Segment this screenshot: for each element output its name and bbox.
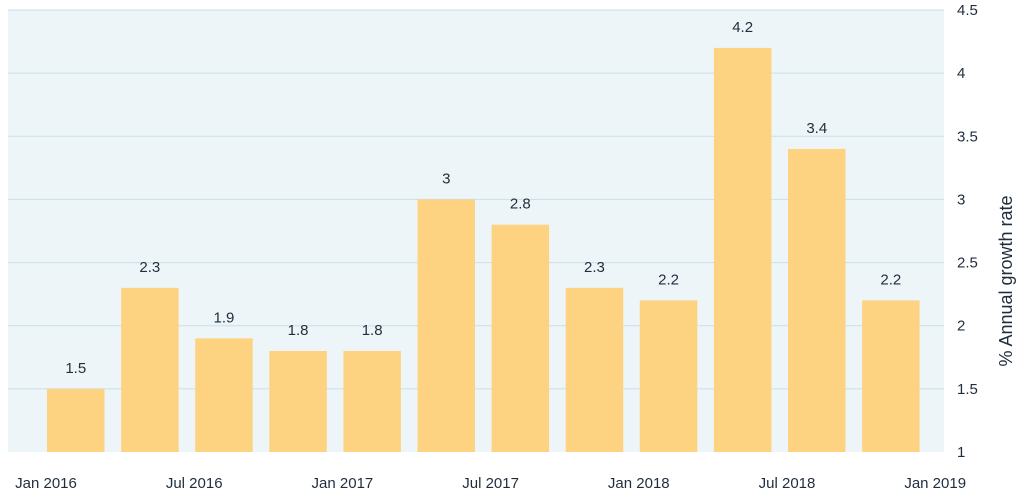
y-tick-label: 4	[957, 65, 965, 82]
bar	[417, 199, 475, 452]
y-tick-label: 2.5	[957, 255, 978, 272]
x-tick-label: Jul 2016	[166, 475, 223, 492]
x-tick-label: Jul 2018	[759, 475, 816, 492]
bar	[121, 287, 179, 452]
data-label: 1.9	[214, 309, 235, 326]
y-tick-label: 3.5	[957, 128, 978, 145]
bar	[862, 300, 920, 452]
bar	[47, 388, 105, 452]
bar	[491, 224, 550, 452]
bar	[195, 338, 253, 452]
data-label: 1.5	[65, 360, 86, 377]
y-axis-ticks: 1 1.5 2 2.5 3 3.5 4 4.5	[957, 2, 978, 461]
data-label: 2.2	[880, 271, 901, 288]
bar	[788, 148, 846, 452]
x-tick-label: Jul 2017	[462, 475, 519, 492]
y-axis-title: % Annual growth rate	[996, 195, 1016, 366]
data-label: 1.8	[288, 322, 309, 339]
x-tick-label: Jan 2016	[15, 475, 77, 492]
x-tick-label: Jan 2019	[904, 475, 966, 492]
data-label: 2.3	[584, 259, 605, 276]
data-label: 2.3	[139, 259, 160, 276]
bars	[47, 47, 920, 453]
data-label: 3	[442, 170, 450, 187]
bar	[565, 287, 624, 452]
y-tick-label: 1.5	[957, 381, 978, 398]
bar	[713, 47, 772, 453]
x-tick-label: Jan 2017	[312, 475, 374, 492]
data-label: 2.2	[658, 271, 679, 288]
data-label: 1.8	[362, 322, 383, 339]
bar	[343, 350, 401, 452]
data-label: 2.8	[510, 196, 531, 213]
x-tick-label: Jan 2018	[608, 475, 670, 492]
bar	[639, 300, 698, 452]
data-label: 4.2	[732, 19, 753, 36]
y-tick-label: 2	[957, 318, 965, 335]
y-tick-label: 3	[957, 191, 965, 208]
x-axis-ticks: Jan 2016 Jul 2016 Jan 2017 Jul 2017 Jan 2018…	[15, 475, 966, 492]
data-label: 3.4	[806, 120, 827, 137]
data-labels: 1.5 2.3 1.9 1.8 1.8 3 2.8 2.3 2.2 4.2 3.4 2.2	[65, 19, 901, 377]
bar	[269, 350, 327, 452]
y-tick-label: 1	[957, 444, 965, 461]
y-tick-label: 4.5	[957, 2, 978, 19]
